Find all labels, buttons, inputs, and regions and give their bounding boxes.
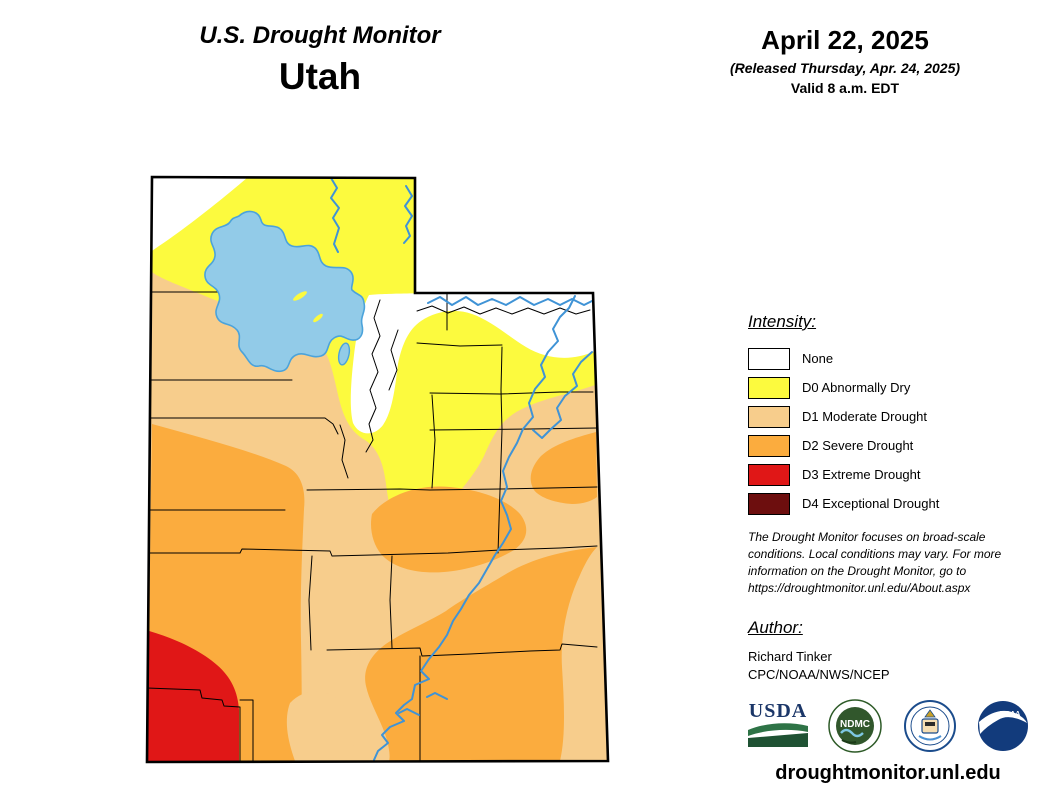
d0-swatch — [748, 376, 790, 399]
state-outline — [145, 175, 610, 764]
legend-row-d3: D3 Extreme Drought — [748, 460, 1030, 489]
map-date: April 22, 2025 — [761, 25, 929, 55]
author-name: Richard Tinker — [748, 649, 832, 664]
legend-label: D2 Severe Drought — [802, 438, 914, 453]
usda-swoosh-icon — [748, 722, 808, 747]
legend-label: D0 Abnormally Dry — [802, 380, 911, 395]
lake-powell-arm — [426, 692, 448, 700]
site-url: droughtmonitor.unl.edu — [775, 762, 1001, 784]
legend-row-d0: D0 Abnormally Dry — [748, 373, 1030, 402]
legend-row-d1: D1 Moderate Drought — [748, 402, 1030, 431]
noaa-logo-text: NOAA — [1000, 711, 1021, 718]
ndmc-logo-text: NDMC — [840, 719, 870, 730]
legend-row-d4: D4 Exceptional Drought — [748, 489, 1030, 518]
disclaimer-line: information on the Drought Monitor, go t… — [748, 564, 967, 578]
rivers — [330, 177, 593, 761]
noaa-logo: NOAA — [977, 701, 1028, 751]
none-swatch — [748, 347, 790, 370]
d1-region-bottom — [286, 691, 354, 761]
d2-region-east — [530, 432, 597, 504]
legend-label: D1 Moderate Drought — [802, 409, 928, 424]
legend-label: None — [802, 351, 834, 366]
disclaimer-line: The Drought Monitor focuses on broad-sca… — [748, 530, 986, 544]
d3-swatch — [748, 463, 790, 486]
intensity-legend: Intensity: None D0 Abnormally Dry D1 Mod… — [748, 312, 1030, 518]
legend-heading: Intensity: — [748, 312, 817, 331]
d2-region-south — [365, 547, 597, 761]
doc-logo — [903, 700, 956, 752]
disclaimer-line: https://droughtmonitor.unl.edu/About.asp… — [748, 581, 971, 595]
green-river-upper — [532, 351, 593, 439]
lake-island-2 — [313, 313, 323, 323]
none-region-central — [350, 293, 595, 434]
lake-island — [293, 291, 307, 301]
date-block: April 22, 2025 (Released Thursday, Apr. … — [700, 26, 990, 96]
bear-river — [330, 177, 340, 253]
usda-logo: USDA — [748, 701, 808, 752]
usda-logo-text: USDA — [748, 699, 808, 722]
none-region-northwest — [152, 177, 248, 251]
d3-region-southwest — [147, 630, 239, 762]
author-block: Author: Richard Tinker CPC/NOAA/NWS/NCEP — [748, 618, 1020, 684]
disclaimer-line: conditions. Local conditions may vary. F… — [748, 547, 1002, 561]
utah-lake — [337, 342, 351, 366]
great-salt-lake — [204, 210, 366, 373]
d1-swatch — [748, 405, 790, 428]
d4-swatch — [748, 492, 790, 515]
legend-row-none: None — [748, 344, 1030, 373]
agency-logos: USDA NDMC NOAA — [748, 698, 1030, 754]
author-heading: Author: — [748, 618, 803, 637]
title-block: U.S. Drought Monitor Utah — [100, 22, 540, 95]
state-name: Utah — [278, 56, 362, 97]
valid-note: Valid 8 a.m. EDT — [790, 79, 900, 96]
legend-label: D3 Extreme Drought — [802, 467, 921, 482]
legend-label: D4 Exceptional Drought — [802, 496, 940, 511]
d2-swatch — [748, 434, 790, 457]
disclaimer-text: The Drought Monitor focuses on broad-sca… — [748, 529, 1020, 597]
map-title: U.S. Drought Monitor — [199, 22, 441, 49]
released-note: (Released Thursday, Apr. 24, 2025) — [729, 59, 961, 76]
author-org: CPC/NOAA/NWS/NCEP — [748, 667, 890, 682]
ndmc-logo: NDMC — [828, 699, 883, 753]
weber-river — [403, 185, 413, 244]
green-colorado-river — [373, 295, 576, 761]
northeast-river — [427, 296, 593, 306]
lake-powell-arm-2 — [398, 708, 420, 716]
legend-row-d2: D2 Severe Drought — [748, 431, 1030, 460]
